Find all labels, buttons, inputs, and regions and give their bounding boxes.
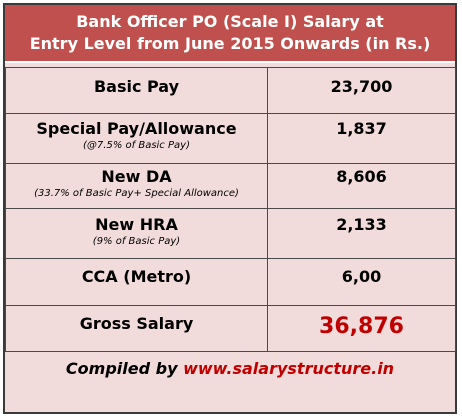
row-label: New DA (101, 167, 172, 186)
row-note: (9% of Basic Pay) (92, 236, 181, 247)
table-row-gross-salary: Gross Salary 36,876 (5, 305, 456, 352)
row-label: Gross Salary (79, 314, 194, 333)
row-value-cell: 36,876 (267, 305, 456, 352)
table-header: Bank Officer PO (Scale I) Salary at Entr… (5, 5, 455, 63)
row-value: 8,606 (336, 167, 387, 186)
footer-prefix: Compiled by (65, 359, 178, 378)
table-row-new-da: New DA (33.7% of Basic Pay+ Special Allo… (5, 163, 456, 209)
row-value: 2,133 (336, 215, 387, 234)
gross-salary-value: 36,876 (319, 314, 404, 339)
header-title-line-2: Entry Level from June 2015 Onwards (in R… (29, 34, 431, 53)
row-label-cell: Basic Pay (5, 67, 268, 114)
row-label-cell: New HRA (9% of Basic Pay) (5, 208, 268, 259)
table-row-basic-pay: Basic Pay 23,700 (5, 67, 456, 114)
salary-card: Bank Officer PO (Scale I) Salary at Entr… (3, 3, 457, 414)
compiled-by-footer: Compiled by www.salarystructure.in (5, 349, 455, 389)
row-value-cell: 8,606 (267, 163, 456, 209)
row-label-cell: Special Pay/Allowance (@7.5% of Basic Pa… (5, 113, 268, 164)
row-note: (33.7% of Basic Pay+ Special Allowance) (34, 188, 239, 199)
table-row-cca: CCA (Metro) 6,00 (5, 258, 456, 306)
row-value-cell: 6,00 (267, 258, 456, 306)
row-label: Special Pay/Allowance (36, 119, 237, 138)
row-label-cell: CCA (Metro) (5, 258, 268, 306)
salary-table: Basic Pay 23,700 Special Pay/Allowance (… (5, 67, 456, 352)
row-label-cell: New DA (33.7% of Basic Pay+ Special Allo… (5, 163, 268, 209)
row-label: CCA (Metro) (81, 267, 192, 286)
table-row-new-hra: New HRA (9% of Basic Pay) 2,133 (5, 208, 456, 259)
row-label: Basic Pay (93, 77, 180, 96)
row-value: 23,700 (330, 77, 393, 96)
row-note: (@7.5% of Basic Pay) (83, 140, 190, 151)
row-value-cell: 2,133 (267, 208, 456, 259)
row-label: New HRA (95, 215, 178, 234)
footer-site-link[interactable]: www.salarystructure.in (183, 359, 395, 378)
table-row-special-pay: Special Pay/Allowance (@7.5% of Basic Pa… (5, 113, 456, 164)
row-value: 1,837 (336, 119, 387, 138)
row-value-cell: 23,700 (267, 67, 456, 114)
row-value-cell: 1,837 (267, 113, 456, 164)
header-title-line-1: Bank Officer PO (Scale I) Salary at (76, 12, 384, 31)
row-label-cell: Gross Salary (5, 305, 268, 352)
row-value: 6,00 (341, 267, 382, 286)
